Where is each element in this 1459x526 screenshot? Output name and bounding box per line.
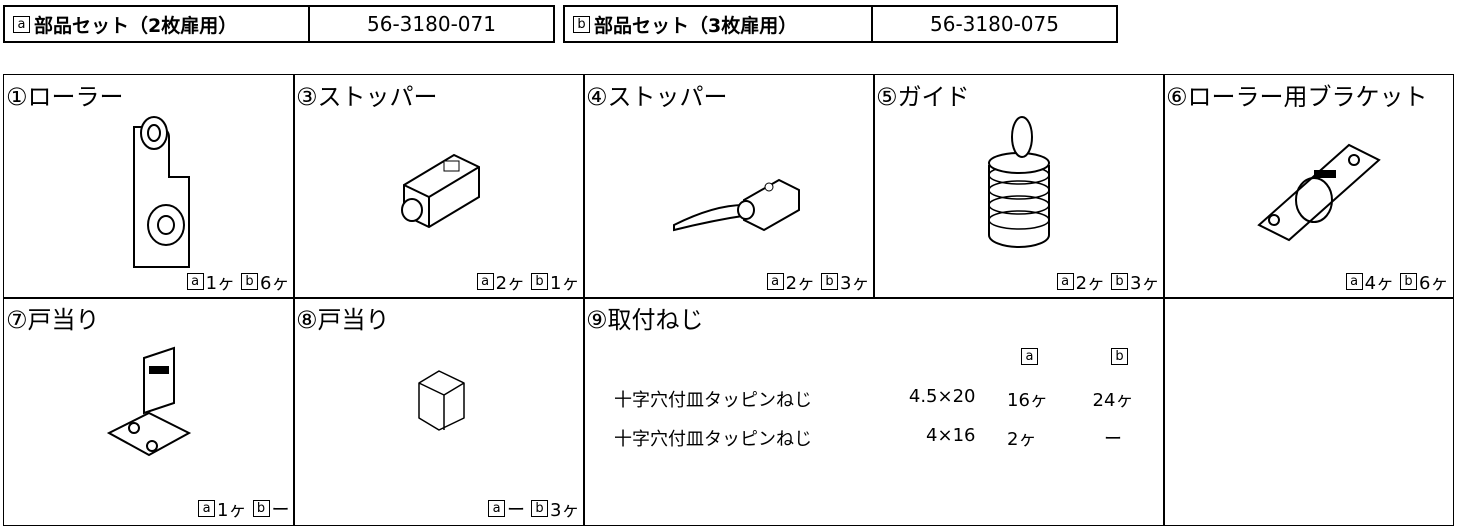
part-quantity: a 1ヶ b ー <box>192 496 290 522</box>
screw-cell: ⑨取付ねじ a b 十字穴付皿タッピンねじ 4.5×20 16ヶ 24ヶ 十字穴付皿タッピンね… <box>583 297 1165 526</box>
qty-marker: b <box>1111 273 1129 290</box>
part-cell: ①ローラー a 1ヶ b 6ヶ <box>3 74 295 299</box>
qty-marker: b <box>531 273 549 290</box>
qty-count: 4ヶ <box>1364 272 1395 294</box>
set-marker: a <box>13 15 30 33</box>
qty-count: 6ヶ <box>260 272 290 294</box>
qty-count: 6ヶ <box>1419 272 1449 294</box>
part-illustration <box>106 346 192 457</box>
part-label: ①ローラー <box>6 83 124 111</box>
qty-marker: a <box>1056 273 1074 290</box>
set-marker: b <box>573 15 590 33</box>
qty-marker: a <box>766 273 784 290</box>
qty-marker: a <box>198 500 216 517</box>
qty-marker: a <box>1345 273 1363 290</box>
screw-count-b: 24ヶ <box>1092 390 1134 411</box>
qty-marker: b <box>821 273 839 290</box>
screw-count-a: 2ヶ <box>1007 429 1037 450</box>
qty-count: 2ヶ <box>495 272 526 294</box>
qty-marker: b <box>241 273 259 290</box>
set-label: a 部品セット（2枚扉用） <box>3 5 310 43</box>
qty-marker: a <box>476 273 494 290</box>
qty-count: 3ヶ <box>1130 272 1160 294</box>
qty-count: 1ヶ <box>550 272 580 294</box>
qty-count: 2ヶ <box>1075 272 1106 294</box>
screw-name: 十字穴付皿タッピンねじ <box>614 390 812 411</box>
part-illustration <box>133 116 190 268</box>
part-cell: ⑤ガイド a 2ヶ b 3ヶ <box>873 74 1165 299</box>
part-illustration <box>1257 143 1381 242</box>
part-label: ⑦戸当り <box>6 306 100 334</box>
part-illustration <box>988 116 1050 248</box>
screw-count-b: ー <box>1104 429 1122 450</box>
column-marker: a <box>1021 348 1038 365</box>
qty-marker: b <box>531 500 549 517</box>
set-code: 56-3180-075 <box>873 5 1118 43</box>
set-code: 56-3180-071 <box>310 5 555 43</box>
qty-count: ー <box>507 499 526 521</box>
part-illustration <box>673 178 800 232</box>
part-quantity: a ー b 3ヶ <box>482 496 580 522</box>
qty-marker: a <box>488 500 506 517</box>
screw-name: 十字穴付皿タッピンねじ <box>614 429 812 450</box>
part-cell: ③ストッパー a 2ヶ b 1ヶ <box>293 74 585 299</box>
part-cell: ⑧戸当り a ー b 3ヶ <box>293 297 585 526</box>
empty-cell <box>1163 297 1454 526</box>
screw-size: 4×16 <box>926 425 976 446</box>
qty-count: 3ヶ <box>840 272 870 294</box>
screw-label: ⑨取付ねじ <box>586 306 704 334</box>
part-label: ⑧戸当り <box>296 306 390 334</box>
qty-marker: b <box>1400 273 1418 290</box>
part-illustration <box>401 153 480 229</box>
part-quantity: a 2ヶ b 1ヶ <box>471 269 580 295</box>
set-label: b 部品セット（3枚扉用） <box>563 5 873 43</box>
column-marker: b <box>1111 348 1128 365</box>
qty-marker: b <box>252 500 270 517</box>
qty-marker: a <box>186 273 204 290</box>
set-name: 部品セット（3枚扉用） <box>594 14 798 37</box>
part-quantity: a 1ヶ b 6ヶ <box>181 269 290 295</box>
part-label: ⑥ローラー用ブラケット <box>1166 83 1428 111</box>
part-cell: ⑦戸当り a 1ヶ b ー <box>3 297 295 526</box>
screw-size: 4.5×20 <box>908 386 976 407</box>
part-quantity: a 2ヶ b 3ヶ <box>1051 269 1160 295</box>
part-label: ③ストッパー <box>296 83 438 111</box>
part-label: ④ストッパー <box>586 83 728 111</box>
qty-count: ー <box>271 499 290 521</box>
part-illustration <box>418 370 465 431</box>
qty-count: 1ヶ <box>217 499 247 521</box>
part-cell: ④ストッパー a 2ヶ b 3ヶ <box>583 74 875 299</box>
part-cell: ⑥ローラー用ブラケット a 4ヶ b 6ヶ <box>1163 74 1454 299</box>
screw-count-a: 16ヶ <box>1007 390 1048 411</box>
part-quantity: a 4ヶ b 6ヶ <box>1340 269 1449 295</box>
part-label: ⑤ガイド <box>876 83 970 111</box>
qty-count: 2ヶ <box>785 272 816 294</box>
set-name: 部品セット（2枚扉用） <box>34 14 238 37</box>
part-quantity: a 2ヶ b 3ヶ <box>761 269 870 295</box>
qty-count: 1ヶ <box>205 272 236 294</box>
qty-count: 3ヶ <box>550 499 580 521</box>
